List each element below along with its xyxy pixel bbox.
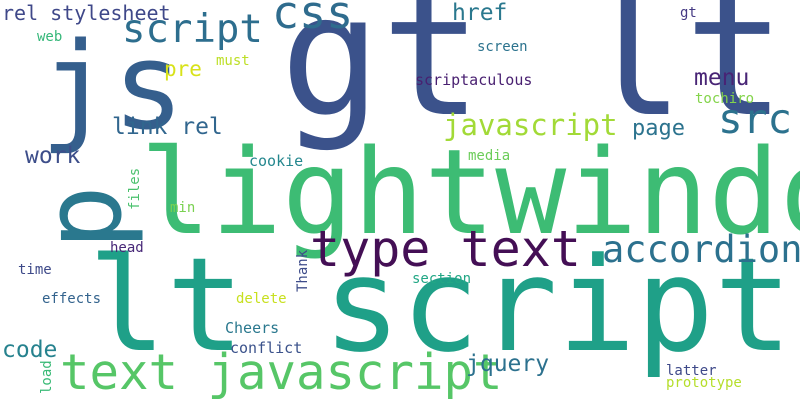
word-load: load — [39, 360, 55, 394]
word-effects: effects — [42, 291, 102, 307]
word-javascript: javascript — [443, 108, 618, 142]
word-tochiro: tochiro — [695, 91, 755, 107]
word-type-text: type text — [310, 220, 581, 278]
word-thank: Thank — [295, 249, 311, 292]
word-prototype: prototype — [666, 375, 742, 391]
word-code: code — [2, 337, 58, 363]
word-section: section — [412, 271, 472, 287]
word-src: src — [718, 95, 793, 143]
word-text-javascript: text javascript — [60, 344, 503, 400]
word-pre: pre — [164, 57, 202, 81]
word-lt-script: lt script — [88, 229, 793, 381]
word-href: href — [452, 0, 508, 26]
word-cookie: cookie — [249, 152, 304, 170]
word-accordion: accordion — [602, 228, 800, 271]
word-media: media — [468, 148, 511, 164]
word-cheers: Cheers — [225, 319, 280, 337]
word-css: css — [272, 0, 354, 39]
word-gt: gt — [680, 5, 697, 21]
word-gt-lt: gt lt — [280, 0, 786, 154]
word-jquery: jquery — [466, 351, 550, 377]
word-screen: screen — [477, 39, 528, 55]
word-must: must — [216, 53, 250, 69]
word-work: work — [25, 143, 81, 169]
word-web: web — [37, 29, 63, 45]
word-rel-stylesheet: rel stylesheet — [2, 1, 171, 25]
word-head: head — [110, 240, 144, 256]
word-scriptaculous: scriptaculous — [415, 71, 533, 89]
word-conflict: conflict — [230, 339, 303, 357]
word-lightwindow: lightwindow — [140, 123, 800, 261]
word-min: min — [170, 200, 196, 216]
word-delete: delete — [236, 291, 287, 307]
word-menu: menu — [694, 65, 750, 91]
word-page: page — [632, 116, 685, 141]
word-link-rel: link rel — [112, 114, 223, 140]
word-time: time — [18, 262, 52, 278]
word-files: files — [127, 167, 143, 210]
word-js: js — [40, 18, 185, 157]
word-latter: latter — [666, 363, 717, 379]
word-script: script — [122, 7, 263, 52]
